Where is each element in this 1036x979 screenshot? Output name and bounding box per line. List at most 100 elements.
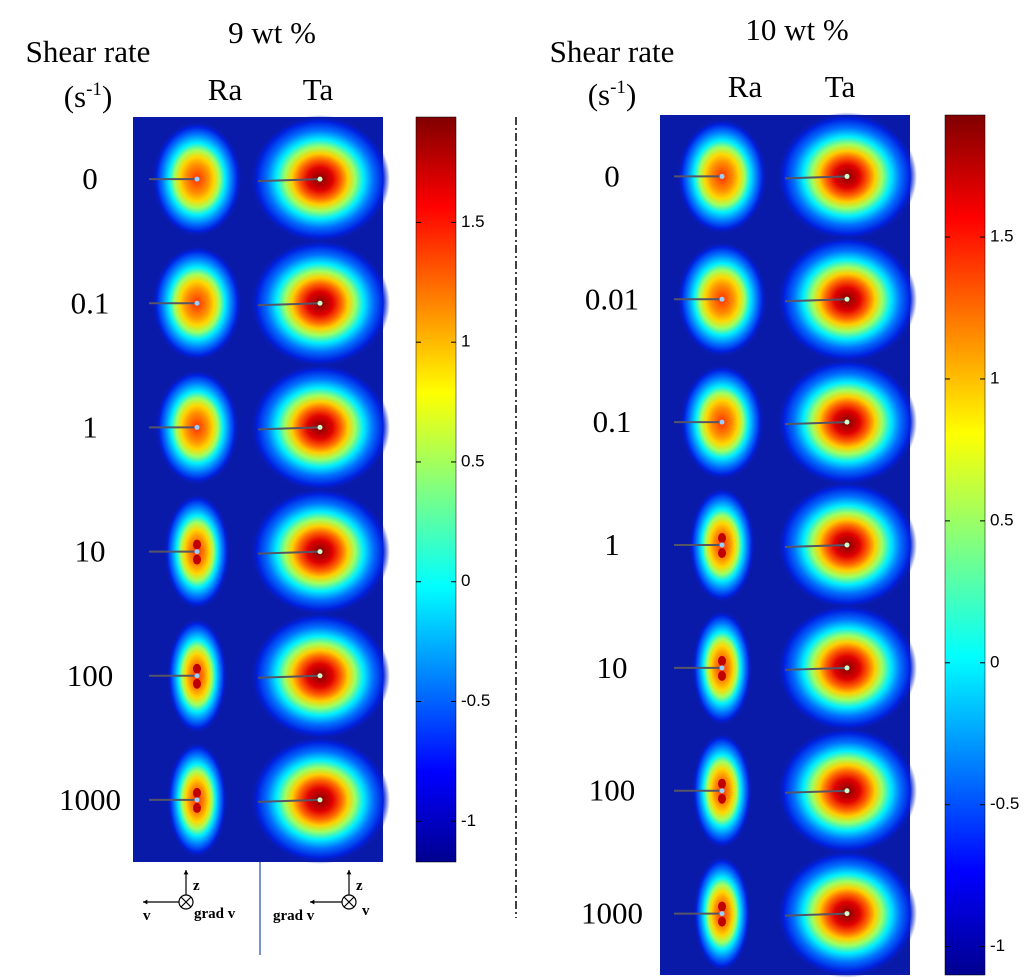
column-label: Ta	[825, 69, 856, 104]
beam-center	[844, 911, 850, 917]
axis-label: z	[356, 878, 363, 894]
colorbar-tick-label: 0	[990, 652, 999, 671]
ra-lobe	[193, 554, 201, 565]
beam-center	[719, 542, 725, 548]
unit-close: )	[626, 77, 636, 112]
beam-center	[844, 542, 850, 548]
out-of-plane-cross	[180, 896, 192, 908]
row-label: 1000	[59, 782, 121, 817]
arrow-head	[183, 870, 189, 875]
beamstop	[784, 421, 848, 426]
beamstop	[257, 798, 321, 803]
arrow-head	[143, 899, 148, 905]
beamstop	[784, 298, 848, 303]
ra-lobe	[193, 539, 201, 550]
beam-center	[194, 424, 200, 430]
axis-label: grad v	[273, 908, 315, 924]
beam-center	[194, 300, 200, 306]
colorbar-tick-label: 0.5	[990, 510, 1014, 529]
row-label: 10	[597, 650, 628, 685]
beamstop	[257, 674, 321, 679]
beam-center	[194, 797, 200, 803]
beam-center	[317, 673, 323, 679]
axis-label: grad v	[194, 906, 236, 922]
unit-base: (s	[64, 79, 86, 114]
beamstop	[257, 178, 321, 183]
ra-lobe	[718, 916, 726, 927]
ra-lobe	[718, 778, 726, 789]
panel-title: 9 wt %	[228, 15, 316, 50]
ra-lobe	[718, 901, 726, 912]
colorbar-tick-label: 1	[990, 368, 999, 387]
row-label: 0	[82, 161, 98, 196]
ra-lobe	[718, 670, 726, 681]
row-label: 10	[75, 534, 106, 569]
beam-center	[719, 788, 725, 794]
beam-center	[194, 549, 200, 555]
beamstop	[257, 302, 321, 307]
beam-center	[317, 424, 323, 430]
beam-center	[719, 173, 725, 179]
column-label: Ra	[728, 69, 763, 104]
colorbar	[415, 116, 457, 863]
axis-label: v	[143, 908, 151, 924]
beam-center	[317, 549, 323, 555]
beamstop	[784, 175, 848, 180]
beamstop	[257, 426, 321, 431]
beam-center	[844, 788, 850, 794]
unit-exp: -1	[610, 77, 626, 98]
arrow-head	[310, 899, 315, 905]
row-label: 0.01	[585, 281, 639, 316]
ra-lobe	[193, 678, 201, 689]
row-label: 1000	[581, 896, 643, 931]
unit-close: )	[102, 79, 112, 114]
unit-exp: -1	[86, 79, 102, 100]
beamstop	[257, 550, 321, 555]
beam-center	[719, 665, 725, 671]
beamstop	[784, 544, 848, 548]
row-label: 0.1	[593, 404, 632, 439]
ra-lobe	[193, 787, 201, 798]
colorbar-tick-label: -1	[461, 811, 476, 830]
unit-base: (s	[588, 77, 610, 112]
colorbar-tick-label: 0	[461, 571, 470, 590]
out-of-plane-cross	[343, 896, 355, 908]
beam-center	[317, 300, 323, 306]
row-header: Shear rate	[26, 34, 151, 69]
beam-center	[844, 296, 850, 302]
colorbar	[944, 114, 986, 976]
ra-lobe	[193, 663, 201, 674]
beamstop	[784, 666, 848, 671]
beam-center	[844, 419, 850, 425]
beam-center	[719, 296, 725, 302]
panel-title: 10 wt %	[745, 12, 848, 47]
row-label: 1	[82, 409, 98, 444]
beam-center	[844, 173, 850, 179]
arrow-head	[346, 870, 352, 875]
row-header: Shear rate	[550, 34, 675, 69]
colorbar-tick-label: 0.5	[461, 451, 485, 470]
row-unit: (s-1)	[64, 79, 113, 114]
ra-lobe	[718, 533, 726, 543]
colorbar-tick-label: -0.5	[461, 691, 490, 710]
colorbar-tick-label: 1.5	[990, 227, 1014, 246]
ra-lobe	[718, 793, 726, 804]
beamstop	[784, 789, 848, 794]
column-label: Ra	[208, 72, 243, 107]
axis-label: v	[362, 903, 370, 919]
axis-label: z	[193, 878, 200, 894]
ra-lobe	[193, 802, 201, 813]
column-label: Ta	[303, 72, 334, 107]
beam-center	[317, 797, 323, 803]
row-label: 100	[589, 773, 636, 808]
colorbar-tick-label: 1	[461, 332, 470, 351]
beam-center	[844, 665, 850, 671]
ra-lobe	[718, 655, 726, 666]
row-unit: (s-1)	[588, 77, 637, 112]
beam-center	[317, 176, 323, 182]
ra-lobe	[718, 548, 726, 558]
row-label: 0	[604, 158, 620, 193]
row-label: 0.1	[71, 285, 110, 320]
beamstop	[784, 912, 848, 917]
